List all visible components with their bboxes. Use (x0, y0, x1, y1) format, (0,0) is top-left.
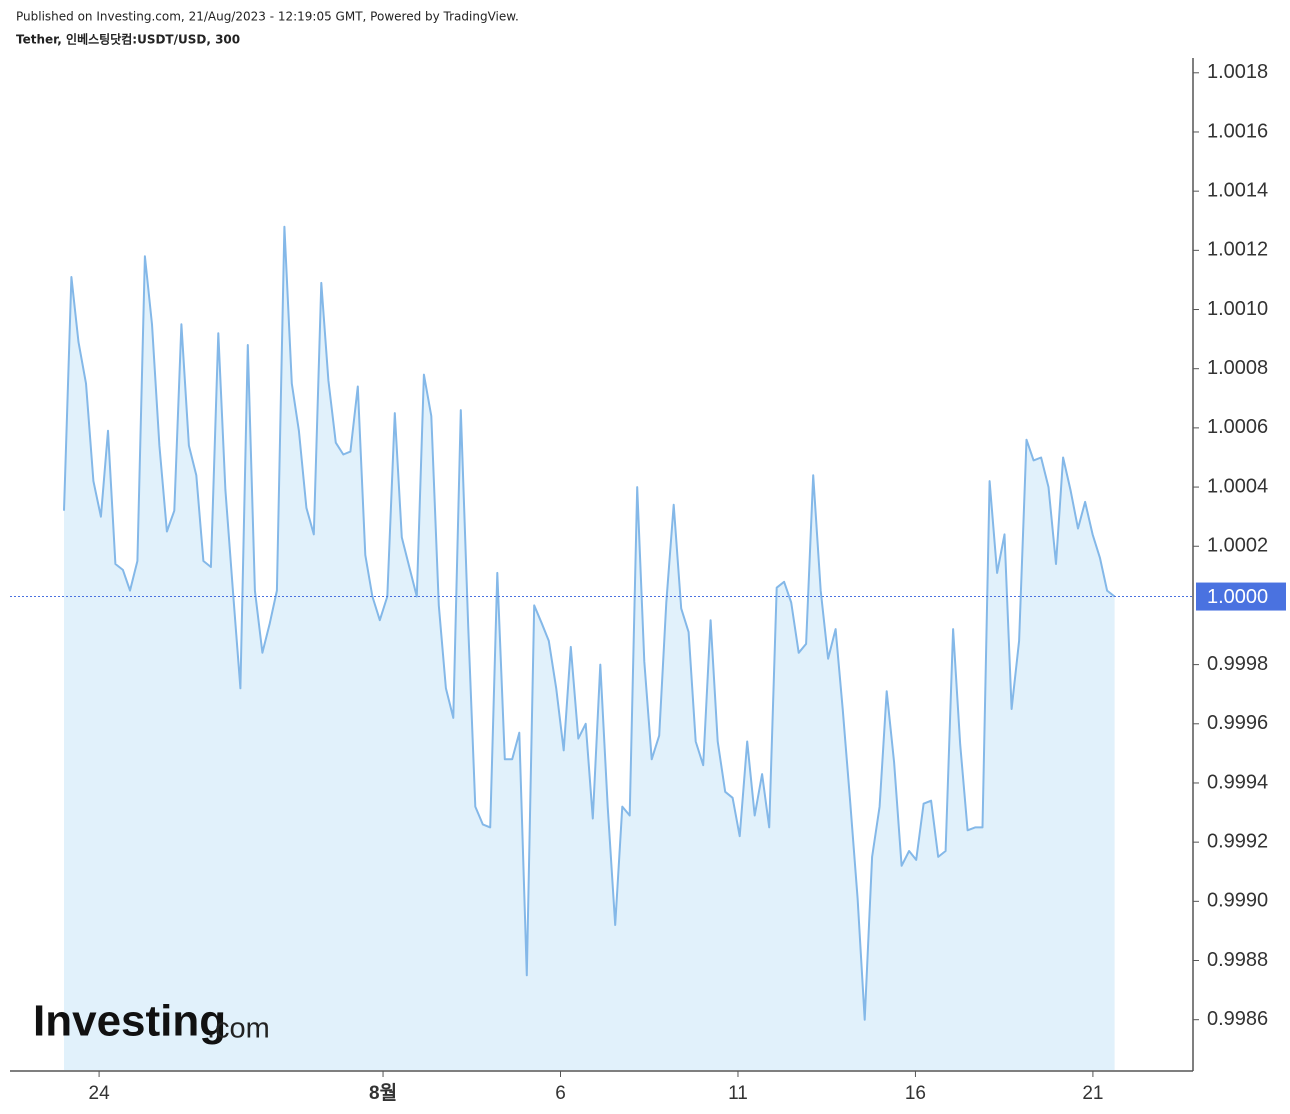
y-tick-label: 1.0008 (1207, 357, 1268, 379)
y-tick-label: 1.0014 (1207, 179, 1268, 201)
x-tick-label: 16 (905, 1083, 926, 1104)
y-tick-label: 0.9994 (1207, 771, 1268, 793)
y-tick-label: 1.0006 (1207, 416, 1268, 438)
x-tick-label: 8월 (369, 1082, 397, 1104)
y-tick-label: 0.9990 (1207, 890, 1268, 912)
y-tick-label: 1.0016 (1207, 120, 1268, 142)
plot-area (63, 225, 1116, 1070)
y-tick-label: 0.9986 (1207, 1008, 1268, 1030)
y-tick-label: 0.9992 (1207, 830, 1268, 852)
watermark-suffix: .com (207, 1013, 270, 1045)
chart-title: Tether, 인베스팅닷컴:USDT/USD, 300 (16, 32, 240, 47)
y-tick-label: 0.9996 (1207, 712, 1268, 734)
x-tick-label: 6 (555, 1083, 566, 1104)
price-line-series (63, 225, 1116, 1021)
y-tick-label: 1.0002 (1207, 535, 1268, 557)
watermark-brand: Investing (33, 997, 226, 1046)
y-tick-label: 1.0012 (1207, 239, 1268, 261)
x-tick-label: 21 (1082, 1083, 1103, 1104)
x-tick-label: 11 (728, 1083, 748, 1104)
last-price-label: 1.0000 (1207, 586, 1268, 608)
source-note: Published on Investing.com, 21/Aug/2023 … (16, 10, 519, 24)
y-tick-label: 1.0004 (1207, 475, 1268, 497)
last-price-box (1196, 582, 1286, 611)
y-tick-label: 1.0018 (1207, 61, 1268, 83)
area-fill (64, 226, 1115, 1070)
y-tick-label: 0.9998 (1207, 653, 1268, 675)
x-tick-label: 24 (89, 1083, 111, 1104)
y-tick-label: 1.0010 (1207, 298, 1268, 320)
y-tick-label: 0.9988 (1207, 949, 1268, 971)
